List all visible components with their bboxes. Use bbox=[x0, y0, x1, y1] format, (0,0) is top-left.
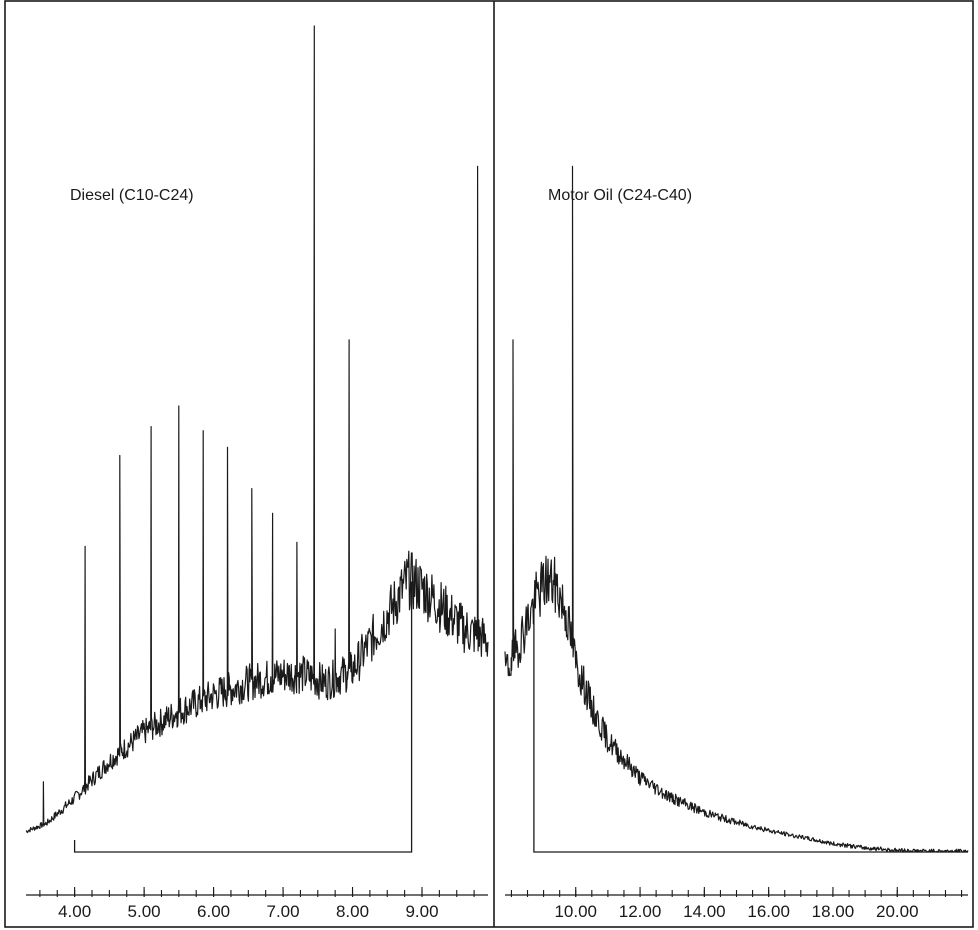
diesel-panel: Diesel (C10-C24) 4.00 5.00 6.00 7.00 8.00 9.0… bbox=[25, 25, 489, 921]
diesel-baseline bbox=[73, 581, 413, 853]
diesel-x-axis: 4.00 5.00 6.00 7.00 8.00 9.00 bbox=[26, 887, 488, 921]
motor-oil-tick-label: 12.00 bbox=[619, 902, 662, 921]
diesel-tick-label: 8.00 bbox=[336, 902, 369, 921]
figure-frame bbox=[4, 0, 974, 928]
diesel-tick-label: 7.00 bbox=[267, 902, 300, 921]
motor-oil-tick-label: 16.00 bbox=[747, 902, 790, 921]
motor-oil-trace bbox=[504, 165, 969, 853]
diesel-tick-label: 5.00 bbox=[128, 902, 161, 921]
motor-oil-tick-label: 20.00 bbox=[876, 902, 919, 921]
diesel-tick-label: 9.00 bbox=[405, 902, 438, 921]
motor-oil-tick-label: 10.00 bbox=[554, 902, 597, 921]
diesel-trace bbox=[25, 25, 489, 834]
motor-oil-x-axis: 10.00 12.00 14.00 16.00 18.00 20.00 bbox=[505, 887, 968, 921]
diesel-label: Diesel (C10-C24) bbox=[70, 187, 194, 204]
motor-oil-label: Motor Oil (C24-C40) bbox=[548, 187, 692, 204]
motor-oil-panel: Motor Oil (C24-C40) 10.00 12.00 14.00 16.00… bbox=[504, 165, 969, 921]
diesel-tick-label: 4.00 bbox=[58, 902, 91, 921]
motor-oil-baseline bbox=[533, 604, 968, 853]
motor-oil-tick-label: 18.00 bbox=[812, 902, 855, 921]
motor-oil-tick-label: 14.00 bbox=[683, 902, 726, 921]
diesel-tick-label: 6.00 bbox=[197, 902, 230, 921]
